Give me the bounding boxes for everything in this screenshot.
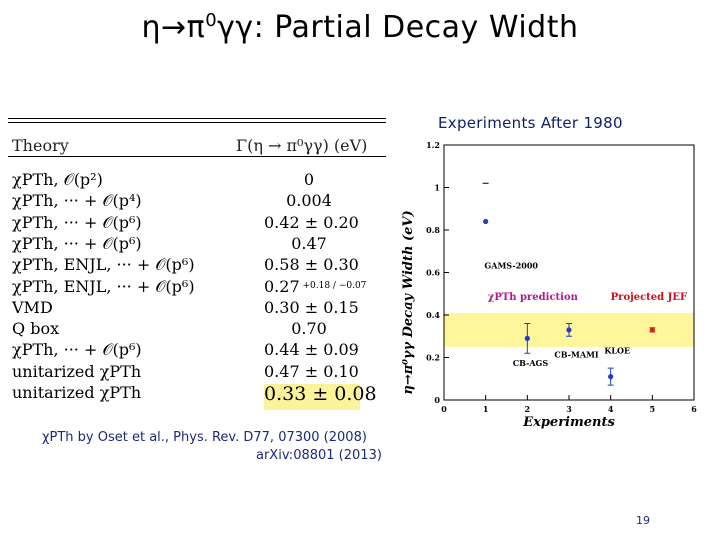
series-label: CB-MAMI (554, 350, 599, 360)
value-cell: 0.44 ± 0.09 (264, 340, 359, 360)
y-tick-label: 1.2 (426, 140, 440, 150)
value-cell: 0.33 ± 0.08 (264, 383, 377, 405)
band-label: χPTh prediction (488, 292, 579, 303)
y-tick-label: 0.2 (426, 353, 440, 363)
asym-error: +0.18 / −0.07 (299, 280, 367, 291)
y-tick-label: 0.4 (426, 310, 440, 320)
theory-cell: χPTh, ··· + 𝒪(p⁴) (12, 191, 142, 211)
table-row: unitarized χPTh 0.33 ± 0.08 (8, 383, 386, 405)
data-point (649, 327, 655, 333)
x-axis-label: Experiments (522, 415, 615, 430)
y-tick-label: 0 (434, 395, 440, 405)
value-cell: 0.004 (286, 191, 332, 211)
table-row: χPTh, ··· + 𝒪(p⁴) 0.004 (8, 191, 386, 211)
data-point (483, 218, 489, 225)
series-label: KLOE (604, 345, 630, 355)
value-header: Γ(η → π⁰γγ) (eV) (236, 136, 368, 155)
value-cell: 0.47 ± 0.10 (264, 361, 359, 381)
x-tick-label: 3 (566, 404, 572, 414)
slide-title: η→π0γγ: Partial Decay Width (141, 10, 579, 45)
series-label: CB-AGS (513, 358, 549, 368)
value-cell: 0.58 ± 0.30 (264, 255, 359, 275)
data-point (566, 327, 572, 333)
table-row: unitarized χPTh 0.47 ± 0.10 (8, 362, 386, 382)
value-cell: 0.27 +0.18 / −0.07 (264, 276, 367, 296)
x-tick-label: 2 (525, 404, 531, 414)
theory-cell: χPTh, ··· + 𝒪(p⁶) (12, 340, 142, 360)
x-tick-label: 4 (608, 404, 614, 414)
data-point (608, 374, 614, 380)
value-cell: 0.47 (291, 233, 327, 253)
x-tick-label: 0 (441, 404, 447, 414)
y-tick-label: 1 (434, 183, 440, 193)
theory-cell: χPTh, ··· + 𝒪(p⁶) (12, 233, 142, 253)
value-cell: 0.70 (291, 319, 327, 339)
value-cell: 0 (303, 170, 315, 189)
table-row: VMD 0.30 ± 0.15 (8, 298, 386, 318)
theory-cell: unitarized χPTh (12, 361, 142, 381)
table-row: χPTh, ENJL, ··· + 𝒪(p⁶) 0.58 ± 0.30 (8, 255, 386, 275)
theory-cell: χPTh, ··· + 𝒪(p⁶) (12, 212, 142, 232)
series-label: Projected JEF (611, 292, 687, 303)
plot-frame (443, 144, 695, 401)
highlight-box (264, 384, 360, 410)
theory-header: Theory (12, 136, 69, 155)
data-point (524, 335, 530, 341)
table-row: χPTh, 𝒪(p²) 0 (8, 170, 386, 190)
table-row: χPTh, ··· + 𝒪(p⁶) 0.42 ± 0.20 (8, 213, 386, 233)
page-number: 19 (636, 514, 650, 527)
y-tick-label: 0.6 (426, 268, 440, 278)
table-row: χPTh, ··· + 𝒪(p⁶) 0.44 ± 0.09 (8, 340, 386, 360)
theory-cell: χPTh, ENJL, ··· + 𝒪(p⁶) (12, 255, 195, 275)
theory-cell: VMD (12, 297, 53, 317)
table-row: χPTh, ENJL, ··· + 𝒪(p⁶) 0.27 +0.18 / −0.0… (8, 277, 386, 297)
credit-line-1: χPTh by Oset et al., Phys. Rev. D77, 073… (42, 430, 367, 445)
theory-cell: χPTh, 𝒪(p²) (12, 170, 103, 189)
experiments-caption: Experiments After 1980 (438, 114, 623, 132)
x-tick-label: 5 (650, 404, 656, 414)
theory-cell: unitarized χPTh (12, 383, 142, 402)
series-label: GAMS-2000 (484, 260, 538, 270)
decay-width-chart: 0 1 2 3 4 5 6 0 0.2 0.4 0.6 0.8 1 1.2 Experiments η→π⁰γ… (401, 140, 697, 430)
value-cell: 0.42 ± 0.20 (264, 212, 359, 232)
credit-line-2: arXiv:08801 (2013) (256, 448, 382, 463)
x-tick-label: 1 (483, 404, 489, 414)
x-tick-label: 6 (691, 404, 697, 414)
y-axis-label: η→π⁰γγ Decay Width (eV) (401, 210, 416, 394)
table-row: Q box 0.70 (8, 319, 386, 339)
y-tick-label: 0.8 (426, 225, 440, 235)
value-cell: 0.30 ± 0.15 (264, 297, 359, 317)
theory-cell: Q box (12, 319, 60, 339)
theory-cell: χPTh, ENJL, ··· + 𝒪(p⁶) (12, 276, 195, 296)
table-row: χPTh, ··· + 𝒪(p⁶) 0.47 (8, 234, 386, 254)
